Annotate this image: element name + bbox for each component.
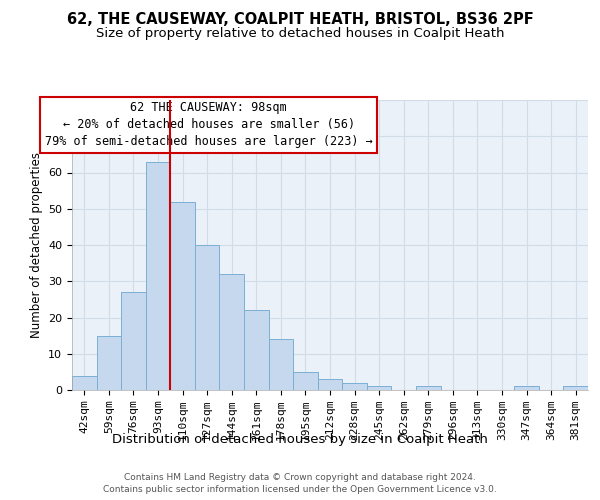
Bar bbox=[416, 386, 440, 390]
Bar bbox=[514, 386, 539, 390]
Bar bbox=[220, 274, 244, 390]
Text: 62 THE CAUSEWAY: 98sqm
← 20% of detached houses are smaller (56)
79% of semi-det: 62 THE CAUSEWAY: 98sqm ← 20% of detached… bbox=[45, 102, 373, 148]
Bar bbox=[367, 386, 391, 390]
Y-axis label: Number of detached properties: Number of detached properties bbox=[29, 152, 43, 338]
Bar bbox=[244, 310, 269, 390]
Bar bbox=[293, 372, 318, 390]
Bar bbox=[121, 292, 146, 390]
Text: Contains public sector information licensed under the Open Government Licence v3: Contains public sector information licen… bbox=[103, 485, 497, 494]
Bar bbox=[146, 162, 170, 390]
Bar bbox=[170, 202, 195, 390]
Text: Size of property relative to detached houses in Coalpit Heath: Size of property relative to detached ho… bbox=[96, 28, 504, 40]
Text: 62, THE CAUSEWAY, COALPIT HEATH, BRISTOL, BS36 2PF: 62, THE CAUSEWAY, COALPIT HEATH, BRISTOL… bbox=[67, 12, 533, 28]
Bar bbox=[269, 339, 293, 390]
Bar bbox=[195, 245, 220, 390]
Bar bbox=[342, 383, 367, 390]
Text: Distribution of detached houses by size in Coalpit Heath: Distribution of detached houses by size … bbox=[112, 432, 488, 446]
Bar bbox=[72, 376, 97, 390]
Text: Contains HM Land Registry data © Crown copyright and database right 2024.: Contains HM Land Registry data © Crown c… bbox=[124, 472, 476, 482]
Bar bbox=[318, 379, 342, 390]
Bar bbox=[563, 386, 588, 390]
Bar bbox=[97, 336, 121, 390]
